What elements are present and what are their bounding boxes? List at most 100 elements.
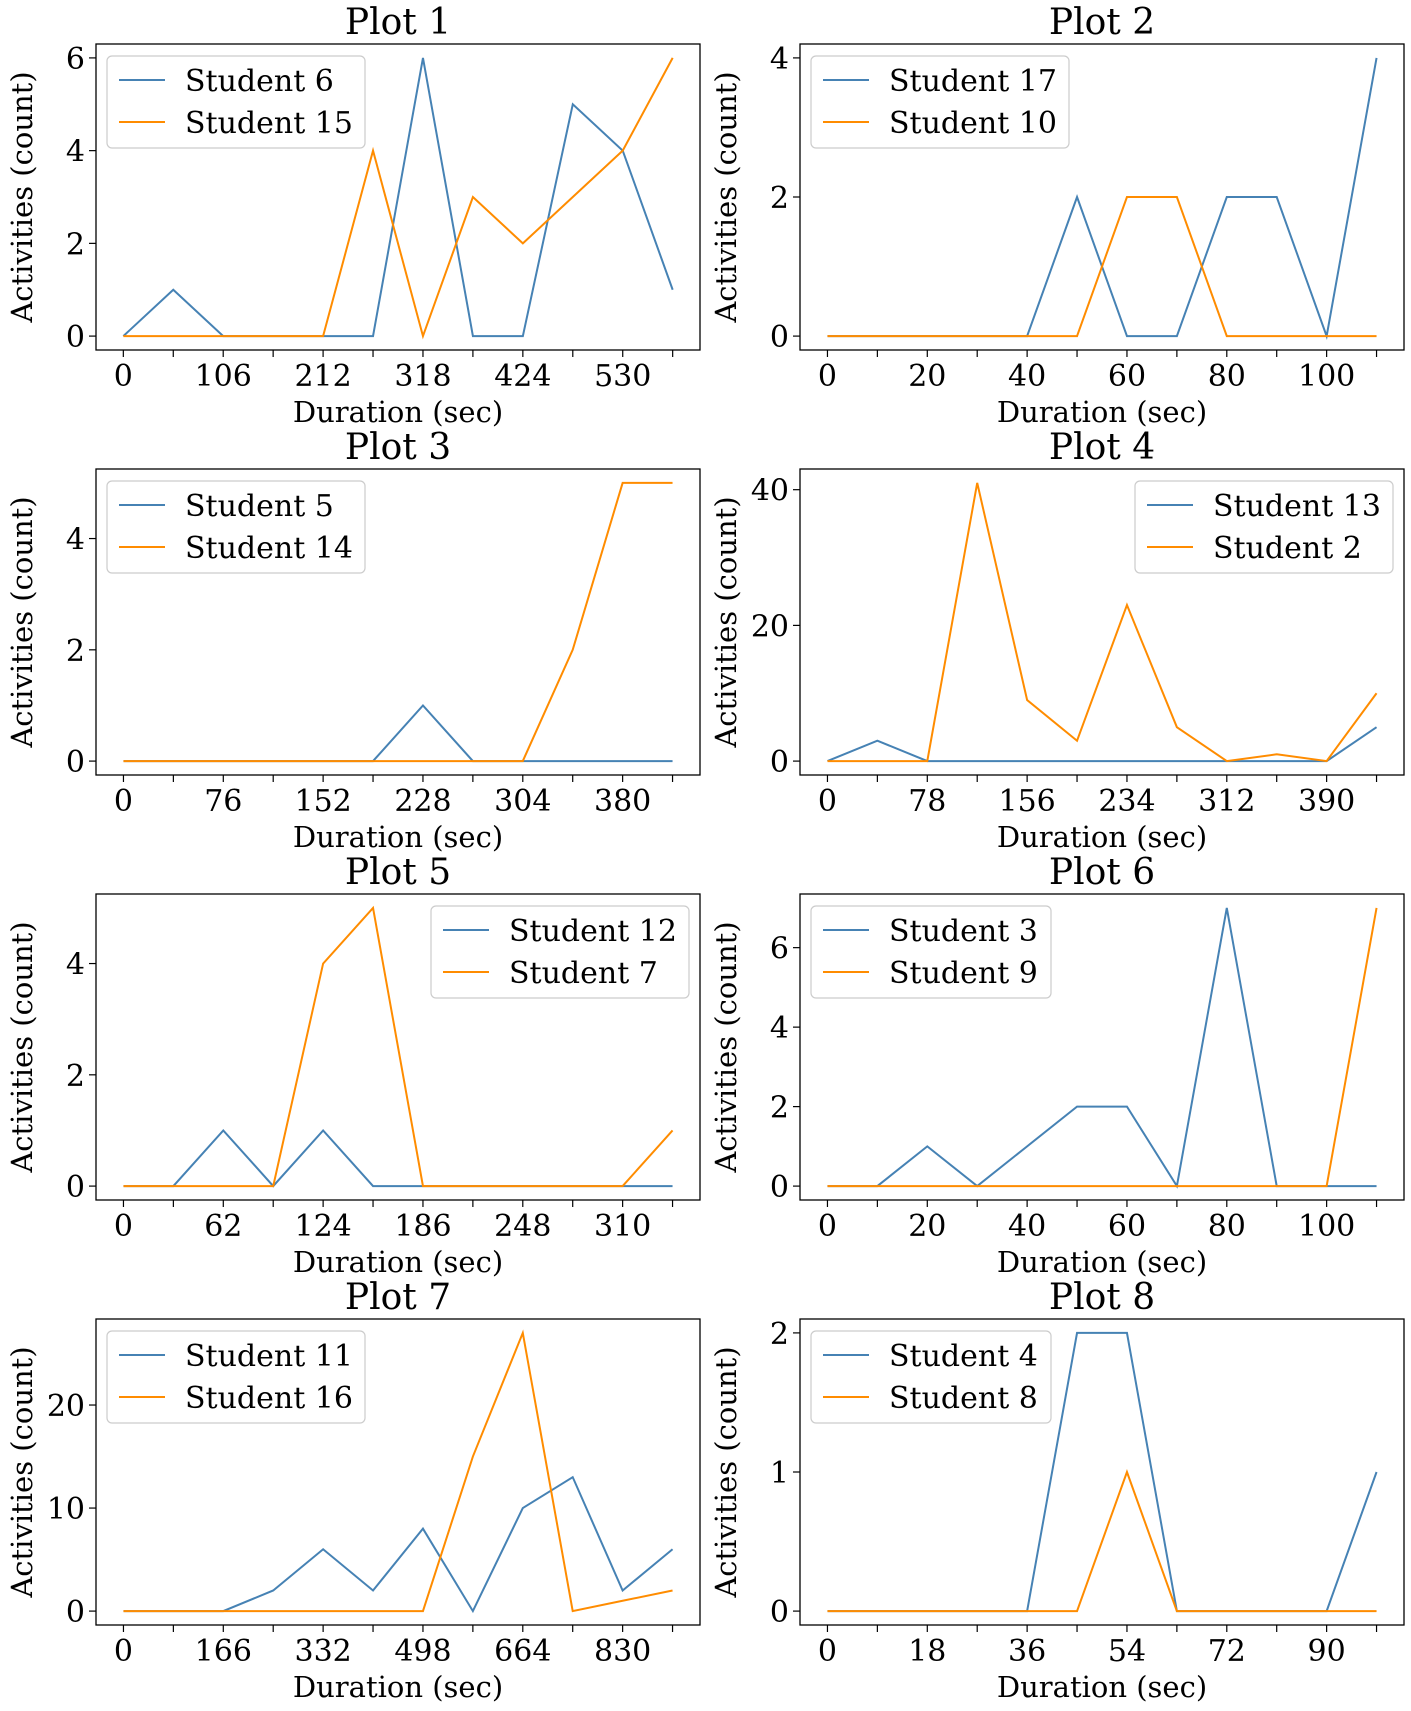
x-tick-label: 90	[1308, 1634, 1346, 1669]
legend-box	[810, 1330, 1052, 1424]
x-tick-label: 380	[594, 784, 651, 819]
y-tick-label: 2	[66, 634, 85, 669]
x-axis-label: Duration (sec)	[997, 1245, 1207, 1279]
axes-frame	[95, 43, 701, 351]
x-axis-label: Duration (sec)	[997, 820, 1207, 854]
x-axis-label: Duration (sec)	[293, 1670, 503, 1704]
x-tick-label: 36	[1008, 1634, 1046, 1669]
y-tick-label: 0	[770, 745, 789, 780]
x-tick-label: 664	[494, 1634, 551, 1669]
legend: Student 11 Student 16	[106, 1330, 366, 1424]
x-axis-label: Duration (sec)	[293, 395, 503, 429]
series-line-student-8	[827, 1469, 1377, 1613]
y-tick-label: 1	[770, 1456, 789, 1491]
subplot-6: Plot 6 Activities (count) Duration (sec) 0 2…	[709, 852, 1405, 1279]
legend-box	[106, 55, 366, 149]
y-tick-label: 2	[770, 1091, 789, 1126]
x-tick-label: 60	[1108, 1209, 1146, 1244]
x-tick-label: 78	[908, 784, 946, 819]
x-tick-label: 0	[818, 784, 837, 819]
subplot-8: Plot 8 Activities (count) Duration (sec) 0 1…	[709, 1277, 1405, 1704]
legend-label: Student 8	[889, 1381, 1038, 1416]
y-tick-label: 2	[770, 1317, 789, 1352]
x-tick-label: 156	[998, 784, 1055, 819]
y-tick-label: 4	[770, 1011, 789, 1046]
series-line-student-6	[122, 57, 674, 338]
x-tick-label: 830	[594, 1634, 651, 1669]
x-tick-label: 0	[818, 359, 837, 394]
series-line-student-5	[123, 703, 673, 763]
axes-frame	[799, 468, 1405, 776]
x-tick-label: 248	[494, 1209, 551, 1244]
x-tick-label: 20	[908, 359, 946, 394]
x-tick-label: 0	[114, 359, 133, 394]
subplot-1: Plot 1 Activities (count) Duration (sec) 0 1…	[5, 2, 701, 429]
x-tick-label: 228	[394, 784, 451, 819]
x-tick-label: 54	[1108, 1634, 1146, 1669]
legend-label: Student 12	[509, 914, 677, 949]
legend-label: Student 13	[1213, 489, 1381, 524]
legend: Student 13 Student 2	[1134, 480, 1394, 574]
y-axis-label: Activities (count)	[5, 1346, 39, 1598]
y-axis-label: Activities (count)	[709, 1346, 743, 1598]
legend: Student 5 Student 14	[106, 480, 366, 574]
plot-title: Plot 8	[1049, 1277, 1155, 1318]
y-tick-label: 6	[66, 42, 85, 77]
legend-box	[1134, 480, 1394, 574]
legend-label: Student 7	[509, 956, 658, 991]
series-line-student-2	[827, 482, 1378, 763]
x-tick-label: 106	[195, 359, 252, 394]
legend-label: Student 6	[185, 64, 334, 99]
legend: Student 17 Student 10	[810, 55, 1070, 149]
plot-title: Plot 6	[1049, 852, 1155, 893]
y-axis-label: Activities (count)	[709, 496, 743, 748]
x-tick-label: 20	[908, 1209, 946, 1244]
legend: Student 6 Student 15	[106, 55, 366, 149]
x-tick-label: 0	[114, 1634, 133, 1669]
x-tick-label: 152	[294, 784, 351, 819]
y-axis-label: Activities (count)	[5, 921, 39, 1173]
plot-title: Plot 7	[345, 1277, 451, 1318]
plot-title: Plot 3	[345, 427, 451, 468]
legend-box	[106, 1330, 366, 1424]
x-tick-label: 0	[114, 784, 133, 819]
y-tick-label: 20	[751, 609, 789, 644]
y-tick-label: 2	[66, 1059, 85, 1094]
x-tick-label: 424	[494, 359, 551, 394]
y-tick-label: 4	[66, 948, 85, 983]
series-line-student-9	[827, 907, 1378, 1188]
legend-label: Student 15	[185, 106, 353, 141]
x-tick-label: 312	[1198, 784, 1255, 819]
axes-frame	[95, 468, 701, 776]
series-line-student-15	[123, 57, 674, 340]
y-tick-label: 0	[66, 1170, 85, 1205]
x-tick-label: 304	[494, 784, 551, 819]
x-tick-label: 166	[195, 1634, 252, 1669]
plot-title: Plot 5	[345, 852, 451, 893]
legend: Student 12 Student 7	[430, 905, 690, 999]
x-tick-label: 498	[394, 1634, 451, 1669]
x-tick-label: 40	[1008, 359, 1046, 394]
legend-label: Student 17	[889, 64, 1057, 99]
x-tick-label: 332	[294, 1634, 351, 1669]
y-tick-label: 0	[66, 745, 85, 780]
series-line-student-12	[123, 1128, 673, 1188]
y-tick-label: 0	[66, 320, 85, 355]
y-tick-label: 0	[770, 320, 789, 355]
x-axis-label: Duration (sec)	[293, 1245, 503, 1279]
plot-title: Plot 4	[1049, 427, 1155, 468]
x-tick-label: 62	[204, 1209, 242, 1244]
legend-box	[430, 905, 690, 999]
legend: Student 3 Student 9	[810, 905, 1052, 999]
y-axis-label: Activities (count)	[709, 921, 743, 1173]
x-tick-label: 310	[594, 1209, 651, 1244]
x-tick-label: 0	[818, 1209, 837, 1244]
x-tick-label: 186	[394, 1209, 451, 1244]
legend-label: Student 3	[889, 914, 1038, 949]
x-tick-label: 76	[204, 784, 242, 819]
y-axis-label: Activities (count)	[5, 71, 39, 323]
y-tick-label: 4	[66, 523, 85, 558]
y-tick-label: 0	[770, 1595, 789, 1630]
legend-label: Student 9	[889, 956, 1038, 991]
y-tick-label: 40	[751, 474, 789, 509]
